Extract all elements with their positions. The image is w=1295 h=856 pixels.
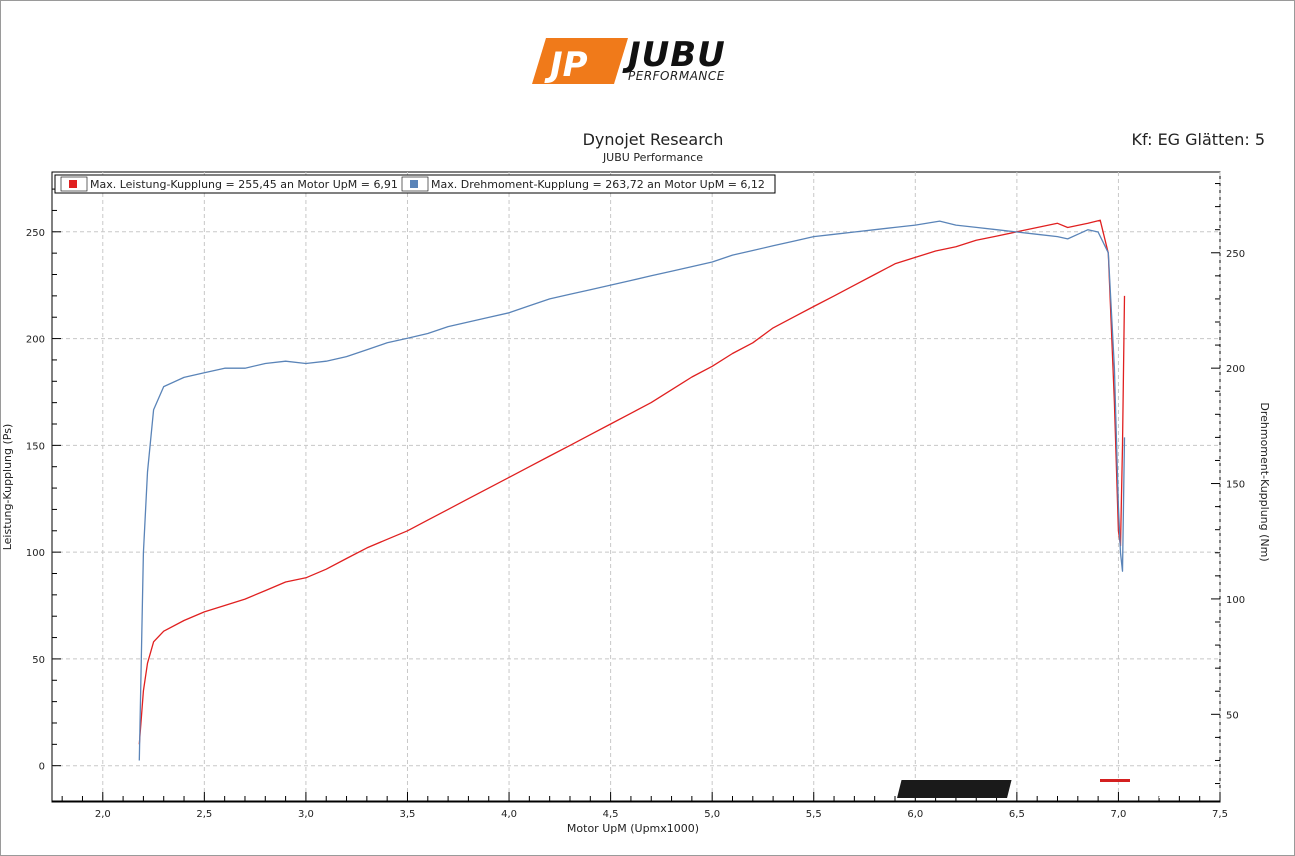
x-tick-label: 7,0 [1110, 809, 1126, 820]
chart-subtitle: JUBU Performance [602, 151, 704, 164]
x-tick-label: 3,0 [298, 809, 314, 820]
legend-label-torque: Max. Drehmoment-Kupplung = 263,72 an Mot… [431, 178, 765, 191]
series-power-line [138, 219, 1126, 745]
x-tick-label: 4,0 [501, 809, 517, 820]
legend-marker-power [69, 180, 77, 188]
y-tick-label: 0 [39, 762, 45, 773]
legend-marker-torque [410, 180, 418, 188]
watermark-accent [1100, 779, 1130, 782]
y-tick-label: 50 [32, 655, 45, 666]
legend: Max. Leistung-Kupplung = 255,45 an Motor… [54, 174, 776, 194]
x-tick-label: 3,5 [400, 809, 416, 820]
x-tick-label: 7,5 [1212, 809, 1228, 820]
y2-tick-label: 100 [1226, 595, 1245, 606]
watermark-box [897, 780, 1012, 798]
series-torque-line [138, 220, 1126, 761]
series-layer [138, 219, 1126, 761]
x-tick-label: 6,0 [907, 809, 923, 820]
y2-tick-label: 250 [1226, 249, 1245, 260]
axis-layer: 2,0 2,5 3,0 3,5 4,0 4,5 5,0 5,5 6,0 6,5 7,0 7,5 0 50 1… [26, 183, 1245, 820]
y-tick-label: 100 [26, 548, 45, 559]
smoothing-info: Kf: EG Glätten: 5 [1131, 130, 1265, 149]
watermark-text: Dynojet [1120, 783, 1183, 799]
y-tick-label: 200 [26, 335, 45, 346]
y-tick-label: 250 [26, 228, 45, 239]
y-axis-label: Leistung-Kupplung (Ps) [1, 424, 14, 551]
logo-sub: PERFORMANCE [628, 69, 725, 83]
x-tick-label: 5,0 [704, 809, 720, 820]
x-tick-label: 5,5 [806, 809, 822, 820]
y2-tick-label: 50 [1226, 710, 1239, 721]
dynojet-watermark: Dynojet [897, 779, 1183, 799]
x-tick-label: 2,5 [196, 809, 212, 820]
plot-area [51, 171, 1221, 803]
chart-title: Dynojet Research [582, 130, 724, 149]
y2-tick-label: 200 [1226, 364, 1245, 375]
x-tick-label: 6,5 [1009, 809, 1025, 820]
x-tick-label: 2,0 [95, 809, 111, 820]
x-axis-label: Motor UpM (Upmx1000) [567, 822, 699, 835]
jubu-logo: JP JUBU PERFORMANCE [528, 36, 790, 88]
x-tick-label: 4,5 [603, 809, 619, 820]
y2-tick-label: 150 [1226, 480, 1245, 491]
legend-label-power: Max. Leistung-Kupplung = 255,45 an Motor… [90, 178, 398, 191]
logo-mark-text: JP [544, 45, 588, 85]
y2-axis-label: Drehmoment-Kupplung (Nm) [1258, 402, 1271, 561]
jp-logo-icon: JP [532, 38, 628, 85]
y-tick-label: 150 [26, 441, 45, 452]
logo-name: JUBU [628, 35, 726, 75]
